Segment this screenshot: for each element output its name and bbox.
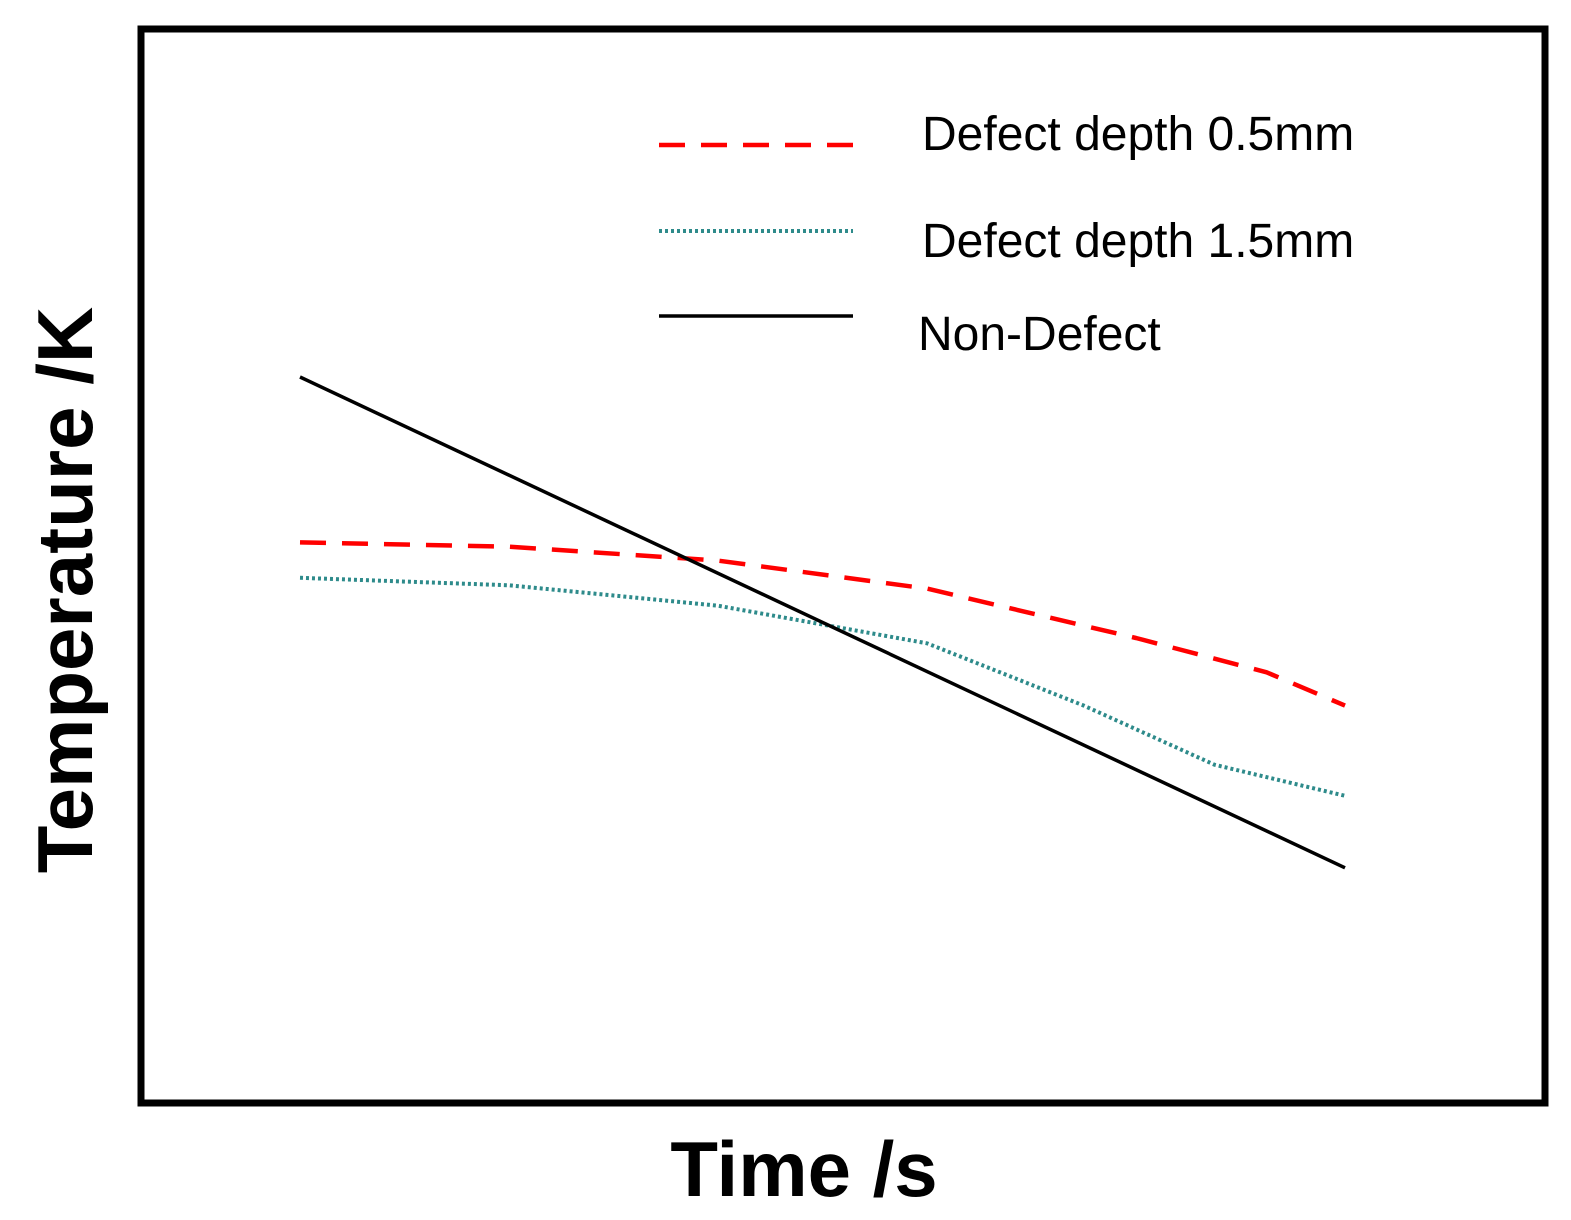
plot-frame: [137, 25, 1549, 1107]
series-line-defect-depth-0-5mm: [299, 540, 1346, 708]
series-line-defect-depth-1-5mm: [299, 575, 1346, 798]
legend-label-defect-depth-1-5mm: Defect depth 1.5mm: [922, 215, 1354, 268]
y-axis-title: Temperature /K: [21, 307, 109, 873]
legend-label-defect-depth-0-5mm: Defect depth 0.5mm: [922, 108, 1354, 161]
legend: Defect depth 0.5mm Defect depth 1.5mm Non-…: [659, 108, 1354, 361]
series-line-non-defect: [299, 375, 1346, 870]
legend-label-non-defect: Non-Defect: [918, 308, 1161, 361]
x-axis-title: Time /s: [670, 1125, 937, 1213]
series-lines: [299, 375, 1346, 870]
